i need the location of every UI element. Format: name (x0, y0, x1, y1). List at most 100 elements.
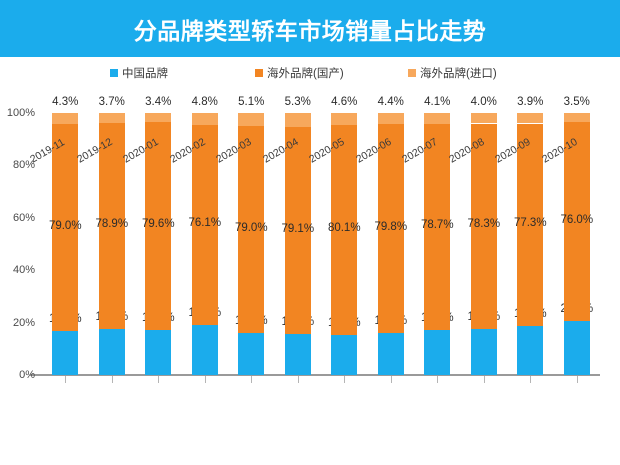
x-axis-tick-mark (530, 376, 532, 383)
y-axis-tick: 20% (12, 316, 35, 329)
bar-segment-overseas-imported[interactable]: 4.3% (52, 96, 78, 125)
bar-value-label: 80.1% (327, 221, 361, 234)
bar-value-label: 79.6% (141, 218, 175, 231)
stacked-bar[interactable]: 15.9% 79.8% 4.4% (374, 96, 407, 375)
bar-value-label: 5.1% (238, 96, 265, 109)
bar-group[interactable]: 15.4%80.1%4.6%2020-05 (307, 96, 368, 383)
bar-group[interactable]: 17.1%78.7%4.1%2020-07 (400, 96, 461, 383)
page-title: 分品牌类型轿车市场销量占比走势 (133, 17, 487, 44)
bar-segment-overseas-imported[interactable]: 5.1% (238, 96, 264, 127)
bar-group[interactable]: 16.7%79.0%4.3%2019-11 (28, 96, 89, 383)
bar-value-label: 76.0% (560, 213, 594, 226)
x-axis-tick-mark (65, 376, 67, 383)
bar-segment-china-brand[interactable]: 15.4% (328, 317, 361, 375)
bar-value-label: 4.8% (191, 95, 218, 108)
bar-segment-overseas-imported[interactable]: 4.6% (331, 96, 357, 125)
bar-segment-overseas-domestic[interactable]: 78.7% (421, 124, 454, 331)
x-axis-tick-mark (158, 376, 160, 383)
chart-canvas: 0%20%40%60%80%100%16.7%79.0%4.3%2019-111… (0, 88, 620, 465)
stacked-bar[interactable]: 15.6% 79.1% 5.3% (281, 96, 314, 375)
bar-value-label: 4.4% (377, 95, 404, 108)
bar-segment-overseas-domestic[interactable]: 79.0% (49, 124, 82, 332)
stacked-bar[interactable]: 15.4% 80.1% 4.6% (328, 96, 361, 375)
bar-group[interactable]: 19.2%76.1%4.8%2020-02 (168, 96, 229, 383)
legend-item-2[interactable]: 海外品牌(国产) (255, 65, 344, 81)
legend-item-3[interactable]: 海外品牌(进口) (408, 65, 497, 81)
x-axis-tick-mark (251, 376, 253, 383)
bar-segment-overseas-imported[interactable]: 4.0% (471, 96, 497, 124)
bar-segment-overseas-domestic[interactable]: 76.0% (560, 122, 593, 322)
bar-segment-overseas-imported[interactable]: 5.3% (285, 96, 311, 127)
stacked-bar[interactable]: 17.0% 79.6% 3.4% (142, 96, 175, 375)
bar-segment-china-brand[interactable]: 18.7% (514, 308, 547, 375)
bar-value-label: 4.0% (470, 96, 497, 109)
bar-segment-overseas-domestic[interactable]: 79.0% (235, 126, 268, 334)
y-axis-tick: 60% (12, 211, 35, 224)
bar-value-label: 77.3% (513, 216, 547, 229)
bar-segment-china-brand[interactable]: 20.5% (560, 303, 593, 375)
bar-value-label: 78.7% (420, 219, 454, 232)
plot-area: 0%20%40%60%80%100%16.7%79.0%4.3%2019-111… (7, 96, 601, 383)
chart-legend: 中国品牌 海外品牌(国产) 海外品牌(进口) (0, 62, 620, 84)
stacked-bar[interactable]: 17.4% 78.9% 3.7% (95, 96, 128, 375)
bar-segment-overseas-domestic[interactable]: 77.3% (514, 123, 547, 327)
stacked-bar[interactable]: 17.7% 78.3% 4.0% (467, 96, 500, 375)
bar-value-label: 3.5% (563, 96, 590, 109)
x-axis-tick-mark (344, 376, 346, 383)
bar-segment-overseas-domestic[interactable]: 79.1% (281, 126, 314, 335)
bar-value-label: 3.4% (145, 96, 172, 109)
y-axis-tick: 80% (12, 159, 35, 172)
stacked-bar[interactable]: 16.7% 79.0% 4.3% (49, 96, 82, 375)
bar-segment-overseas-domestic[interactable]: 79.6% (142, 121, 175, 331)
bar-segment-overseas-domestic[interactable]: 79.8% (374, 124, 407, 334)
bar-group[interactable]: 15.9%79.0%5.1%2020-03 (214, 96, 275, 383)
bar-segment-china-brand[interactable]: 19.2% (188, 307, 221, 375)
bar-segment-overseas-domestic[interactable]: 78.9% (95, 122, 128, 330)
x-axis-tick-mark (111, 376, 113, 383)
bar-segment-china-brand[interactable]: 16.7% (49, 313, 82, 375)
stacked-bar[interactable]: 17.1% 78.7% 4.1% (421, 96, 454, 375)
bar-value-label: 78.3% (467, 218, 501, 231)
bar-segment-china-brand[interactable]: 17.1% (421, 312, 454, 375)
square-marker-icon (408, 69, 416, 77)
y-axis-tick: 100% (6, 107, 35, 119)
bar-segment-overseas-imported[interactable]: 3.4% (145, 96, 171, 122)
legend-item-1[interactable]: 中国品牌 (110, 65, 168, 81)
bar-group[interactable]: 17.4%78.9%3.7%2019-12 (75, 96, 136, 383)
bar-group[interactable]: 17.0%79.6%3.4%2020-01 (121, 96, 182, 383)
chart-title-bar: 分品牌类型轿车市场销量占比走势 (0, 0, 620, 57)
bar-segment-overseas-imported[interactable]: 4.4% (378, 96, 404, 125)
bar-segment-china-brand[interactable]: 15.9% (235, 315, 268, 375)
legend-item-label: 中国品牌 (122, 68, 168, 80)
bar-segment-overseas-imported[interactable]: 4.8% (192, 96, 218, 126)
bar-group[interactable]: 18.7%77.3%3.9%2020-09 (493, 96, 554, 383)
bar-segment-overseas-imported[interactable]: 3.5% (564, 96, 590, 123)
bar-group[interactable]: 15.6%79.1%5.3%2020-04 (261, 96, 322, 383)
bar-value-label: 76.1% (188, 217, 222, 230)
stacked-bar[interactable]: 18.7% 77.3% 3.9% (514, 96, 547, 375)
bar-segment-overseas-imported[interactable]: 3.7% (99, 96, 125, 123)
x-axis-tick-mark (437, 376, 439, 383)
stacked-bar[interactable]: 20.5% 76.0% 3.5% (560, 96, 593, 375)
x-axis-tick-mark (483, 376, 485, 383)
bar-segment-china-brand[interactable]: 15.9% (374, 315, 407, 375)
bar-segment-overseas-imported[interactable]: 4.1% (424, 96, 450, 125)
bar-segment-overseas-domestic[interactable]: 76.1% (188, 125, 221, 325)
bar-segment-overseas-domestic[interactable]: 80.1% (328, 124, 361, 335)
stacked-bar[interactable]: 15.9% 79.0% 5.1% (235, 96, 268, 375)
bar-segment-overseas-domestic[interactable]: 78.3% (467, 123, 500, 329)
bar-segment-china-brand[interactable]: 17.0% (142, 312, 175, 375)
bar-group[interactable]: 17.7%78.3%4.0%2020-08 (447, 96, 508, 383)
bar-segment-china-brand[interactable]: 15.6% (281, 316, 314, 375)
bar-group[interactable]: 20.5%76.0%3.5%2020-10 (540, 96, 601, 383)
bar-group[interactable]: 15.9%79.8%4.4%2020-06 (354, 96, 415, 383)
x-axis-tick-mark (390, 376, 392, 383)
stacked-bar[interactable]: 19.2% 76.1% 4.8% (188, 96, 221, 375)
bar-segment-china-brand[interactable]: 17.4% (95, 311, 128, 375)
bar-segment-china-brand[interactable]: 17.7% (467, 311, 500, 375)
bar-value-label: 3.9% (517, 96, 544, 109)
bar-value-label: 78.9% (95, 218, 129, 231)
bar-value-label: 79.8% (374, 220, 408, 233)
bar-segment-overseas-imported[interactable]: 3.9% (517, 96, 543, 124)
bar-value-label: 4.1% (424, 96, 451, 109)
